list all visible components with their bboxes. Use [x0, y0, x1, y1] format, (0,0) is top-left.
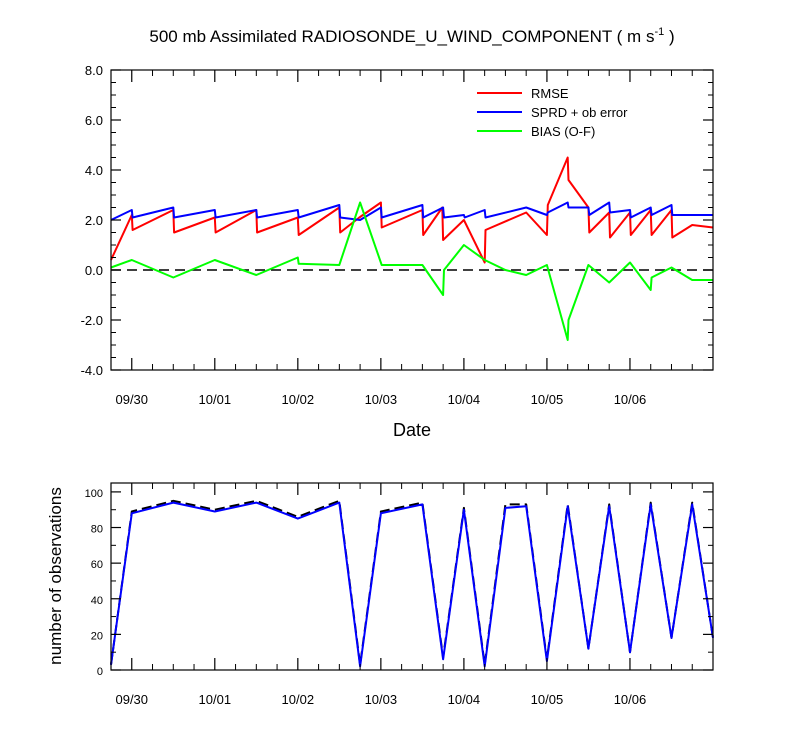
- plot-frame: [110, 482, 714, 671]
- series-lines: [110, 499, 714, 668]
- x-tick-label: 10/04: [448, 392, 481, 407]
- x-tick-label: 10/03: [365, 392, 398, 407]
- y-tick-label: 60: [91, 559, 103, 571]
- x-tick-label: 10/06: [614, 392, 647, 407]
- series-line-dashed-0: [110, 499, 714, 666]
- x-tick-label: 09/30: [115, 692, 148, 707]
- y-tick-label: 6.0: [85, 113, 103, 128]
- bottom-chart: 0 20 40 60 80 100 09/30 10/01 10/02 10/03 10/04 10/…: [46, 482, 714, 707]
- y-tick-label: 80: [91, 524, 103, 536]
- y-tick-label: 2.0: [85, 213, 103, 228]
- y-tick-label: 0: [97, 666, 103, 678]
- legend-label-rmse: RMSE: [531, 86, 569, 101]
- x-tick-label: 10/01: [199, 392, 232, 407]
- y-tick-label: -4.0: [81, 363, 103, 378]
- x-tick-label: 10/01: [199, 692, 232, 707]
- x-tick-label: 10/02: [282, 392, 315, 407]
- x-tick-label: 10/06: [614, 692, 647, 707]
- x-tick-label: 09/30: [115, 392, 148, 407]
- series-line-bias-o-f: [110, 201, 713, 341]
- top-chart: 500 mb Assimilated RADIOSONDE_U_WIND_COM…: [81, 26, 714, 440]
- series-line-rmse: [110, 156, 714, 264]
- series-line-sprd-ob-error: [110, 201, 713, 221]
- y-tick-label: 20: [91, 630, 103, 642]
- y-tick-label: -2.0: [81, 313, 103, 328]
- legend-label-bias-o-f: BIAS (O-F): [531, 124, 595, 139]
- axis-ticks: 0 20 40 60 80 100 09/30 10/01 10/02 10/03 10/04 10/…: [85, 483, 714, 707]
- x-tick-label: 10/02: [282, 692, 315, 707]
- x-axis-label: Date: [393, 420, 431, 440]
- y-tick-label: 100: [85, 488, 103, 500]
- chart-title: 500 mb Assimilated RADIOSONDE_U_WIND_COM…: [149, 26, 674, 46]
- axis-ticks: -4.0 -2.0 0.0 2.0 4.0 6.0 8.0 09/30 10/01 10/02 10…: [81, 63, 714, 407]
- y-tick-label: 0.0: [85, 263, 103, 278]
- legend: RMSE SPRD + ob error BIAS (O-F): [477, 86, 628, 139]
- y-axis-label: number of observations: [46, 487, 65, 665]
- legend-label-sprd-ob-error: SPRD + ob error: [531, 105, 628, 120]
- series-line-solid-1: [110, 501, 714, 668]
- x-tick-label: 10/03: [365, 692, 398, 707]
- y-tick-label: 8.0: [85, 63, 103, 78]
- series-lines: [110, 156, 714, 341]
- y-tick-label: 40: [91, 595, 103, 607]
- x-tick-label: 10/05: [531, 392, 564, 407]
- x-tick-label: 10/04: [448, 692, 481, 707]
- x-tick-label: 10/05: [531, 692, 564, 707]
- y-tick-label: 4.0: [85, 163, 103, 178]
